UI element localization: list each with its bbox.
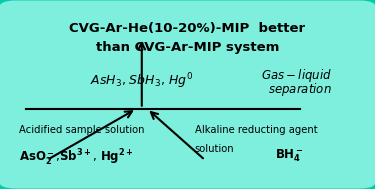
Text: $\mathit{separation}$: $\mathit{separation}$ bbox=[268, 81, 332, 98]
Text: Alkaline reducting agent: Alkaline reducting agent bbox=[195, 125, 317, 135]
Text: than CVG-Ar-MIP system: than CVG-Ar-MIP system bbox=[96, 41, 279, 54]
Text: Acidified sample solution: Acidified sample solution bbox=[19, 125, 144, 135]
Text: $\mathbf{BH_4^-}$: $\mathbf{BH_4^-}$ bbox=[276, 148, 304, 164]
Text: $\mathit{AsH_3}$, $\mathit{SbH_3}$, $\mathit{Hg^0}$: $\mathit{AsH_3}$, $\mathit{SbH_3}$, $\ma… bbox=[90, 71, 193, 91]
Text: CVG-Ar-He(10-20%)-MIP  better: CVG-Ar-He(10-20%)-MIP better bbox=[69, 22, 306, 35]
Text: $\mathbf{AsO_2^-}$,$\mathbf{Sb^{3+}}$, $\mathbf{Hg^{2+}}$: $\mathbf{AsO_2^-}$,$\mathbf{Sb^{3+}}$, $… bbox=[19, 148, 134, 168]
Text: $\mathit{Gas-liquid}$: $\mathit{Gas-liquid}$ bbox=[261, 67, 332, 84]
Text: solution: solution bbox=[195, 144, 234, 154]
